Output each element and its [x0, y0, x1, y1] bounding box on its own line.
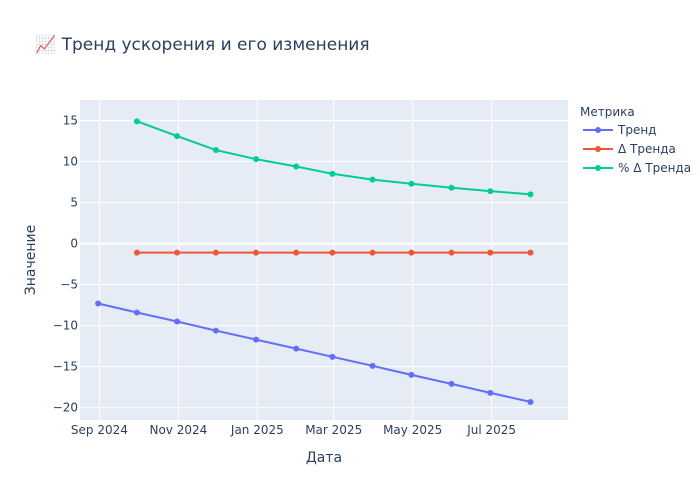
- data-point[interactable]: [369, 176, 376, 183]
- legend-marker: [595, 146, 601, 152]
- y-tick-label: −5: [60, 278, 78, 292]
- data-point[interactable]: [408, 180, 415, 187]
- data-point[interactable]: [408, 371, 415, 378]
- legend-label: Δ Тренда: [618, 142, 676, 156]
- data-point[interactable]: [448, 249, 455, 256]
- data-point[interactable]: [253, 156, 260, 163]
- data-point[interactable]: [174, 133, 181, 140]
- data-point[interactable]: [527, 398, 534, 405]
- chart-title: 📈 Тренд ускорения и его изменения: [35, 34, 370, 55]
- data-point[interactable]: [133, 249, 140, 256]
- x-axis-title: Дата: [306, 450, 342, 466]
- data-point[interactable]: [253, 336, 260, 343]
- y-tick-label: 10: [63, 155, 78, 169]
- y-tick-label: 5: [70, 196, 78, 210]
- x-tick-label: Mar 2025: [305, 423, 362, 437]
- data-point[interactable]: [329, 170, 336, 177]
- y-axis-title: Значение: [23, 225, 39, 295]
- series-line: [97, 302, 531, 403]
- data-point[interactable]: [487, 249, 494, 256]
- data-point[interactable]: [212, 249, 219, 256]
- data-point[interactable]: [329, 353, 336, 360]
- gridlines: [80, 100, 568, 420]
- x-tick-label: Jul 2025: [466, 423, 516, 437]
- data-point[interactable]: [133, 118, 140, 125]
- data-point[interactable]: [527, 249, 534, 256]
- data-point[interactable]: [174, 249, 181, 256]
- data-point[interactable]: [212, 327, 219, 334]
- data-point[interactable]: [527, 191, 534, 198]
- legend-item[interactable]: Δ Тренда: [583, 142, 676, 156]
- data-point[interactable]: [448, 184, 455, 191]
- data-point[interactable]: [487, 188, 494, 195]
- x-tick-label: May 2025: [383, 423, 442, 437]
- legend[interactable]: Метрика Тренд Δ Тренда % Δ Тренда: [580, 105, 691, 175]
- y-tick-label: 0: [70, 237, 78, 251]
- legend-label: % Δ Тренда: [618, 161, 691, 175]
- data-point[interactable]: [133, 309, 140, 316]
- data-point[interactable]: [253, 249, 260, 256]
- legend-item[interactable]: Тренд: [583, 123, 656, 137]
- data-point[interactable]: [293, 249, 300, 256]
- y-tick-label: 15: [63, 114, 78, 128]
- series-points: [95, 118, 534, 405]
- data-point[interactable]: [369, 249, 376, 256]
- legend-marker: [595, 127, 601, 133]
- data-point[interactable]: [487, 389, 494, 396]
- legend-marker: [595, 165, 601, 171]
- legend-item[interactable]: % Δ Тренда: [583, 161, 691, 175]
- x-tick-label: Nov 2024: [149, 423, 207, 437]
- x-axis-ticks: Sep 2024 Nov 2024 Jan 2025 Mar 2025 May 2025…: [71, 423, 516, 437]
- y-tick-label: −10: [53, 319, 78, 333]
- data-point[interactable]: [369, 362, 376, 369]
- data-point[interactable]: [212, 147, 219, 154]
- data-point[interactable]: [174, 318, 181, 325]
- y-axis-ticks: 15 10 5 0 −5 −10 −15 −20: [53, 114, 78, 415]
- data-point[interactable]: [95, 300, 102, 307]
- data-point[interactable]: [293, 163, 300, 170]
- data-point[interactable]: [293, 345, 300, 352]
- legend-title: Метрика: [580, 105, 635, 119]
- y-tick-label: −20: [53, 401, 78, 415]
- data-point[interactable]: [329, 249, 336, 256]
- plot-area: [80, 100, 568, 420]
- legend-label: Тренд: [617, 123, 656, 137]
- data-point[interactable]: [448, 380, 455, 387]
- x-tick-label: Jan 2025: [230, 423, 284, 437]
- x-tick-label: Sep 2024: [71, 423, 128, 437]
- y-tick-label: −15: [53, 360, 78, 374]
- data-point[interactable]: [408, 249, 415, 256]
